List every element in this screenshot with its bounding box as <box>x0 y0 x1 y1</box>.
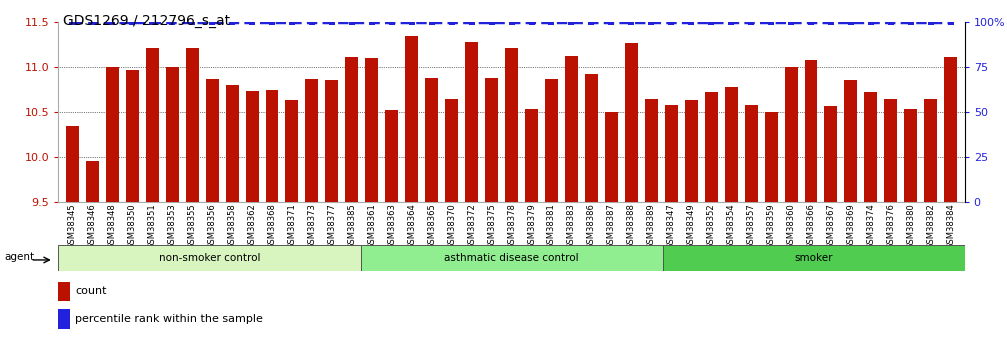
Bar <box>845 80 857 202</box>
Bar <box>685 100 698 202</box>
Bar <box>305 79 318 202</box>
Text: non-smoker control: non-smoker control <box>159 253 260 263</box>
Bar <box>58 309 70 328</box>
Bar <box>705 92 718 202</box>
Text: agent: agent <box>5 253 35 262</box>
Bar <box>864 92 877 202</box>
Bar <box>345 57 358 202</box>
Bar <box>405 36 418 202</box>
Bar <box>945 57 958 202</box>
Bar <box>744 105 757 202</box>
Bar <box>445 99 458 202</box>
Text: smoker: smoker <box>795 253 833 263</box>
Bar <box>764 112 777 202</box>
Bar <box>366 58 379 202</box>
Bar <box>805 60 818 202</box>
Bar <box>166 67 178 202</box>
Bar <box>58 282 70 301</box>
Bar <box>86 161 99 202</box>
Bar <box>325 80 338 202</box>
Bar <box>624 43 637 202</box>
Bar <box>465 42 478 202</box>
Bar <box>506 48 518 202</box>
Text: asthmatic disease control: asthmatic disease control <box>444 253 579 263</box>
Bar <box>361 245 663 271</box>
Bar <box>285 100 298 202</box>
Bar <box>565 56 578 202</box>
Bar <box>266 90 279 202</box>
Bar <box>58 245 361 271</box>
Bar <box>65 126 79 202</box>
Bar <box>386 110 398 202</box>
Text: count: count <box>75 286 107 296</box>
Bar <box>904 109 917 202</box>
Bar <box>585 73 598 202</box>
Bar <box>525 109 538 202</box>
Bar <box>425 78 438 202</box>
Bar <box>106 67 119 202</box>
Bar <box>665 105 678 202</box>
Bar <box>146 48 159 202</box>
Bar <box>924 99 938 202</box>
Bar <box>884 99 897 202</box>
Bar <box>246 91 259 202</box>
Text: percentile rank within the sample: percentile rank within the sample <box>75 314 263 324</box>
Bar <box>205 79 219 202</box>
Bar <box>663 245 965 271</box>
Text: GDS1269 / 212796_s_at: GDS1269 / 212796_s_at <box>63 14 231 28</box>
Bar <box>485 78 498 202</box>
Bar <box>825 106 838 202</box>
Bar <box>545 79 558 202</box>
Bar <box>644 99 658 202</box>
Bar <box>126 70 139 202</box>
Bar <box>226 85 239 202</box>
Bar <box>784 67 798 202</box>
Bar <box>605 112 618 202</box>
Bar <box>185 48 198 202</box>
Bar <box>725 87 738 202</box>
